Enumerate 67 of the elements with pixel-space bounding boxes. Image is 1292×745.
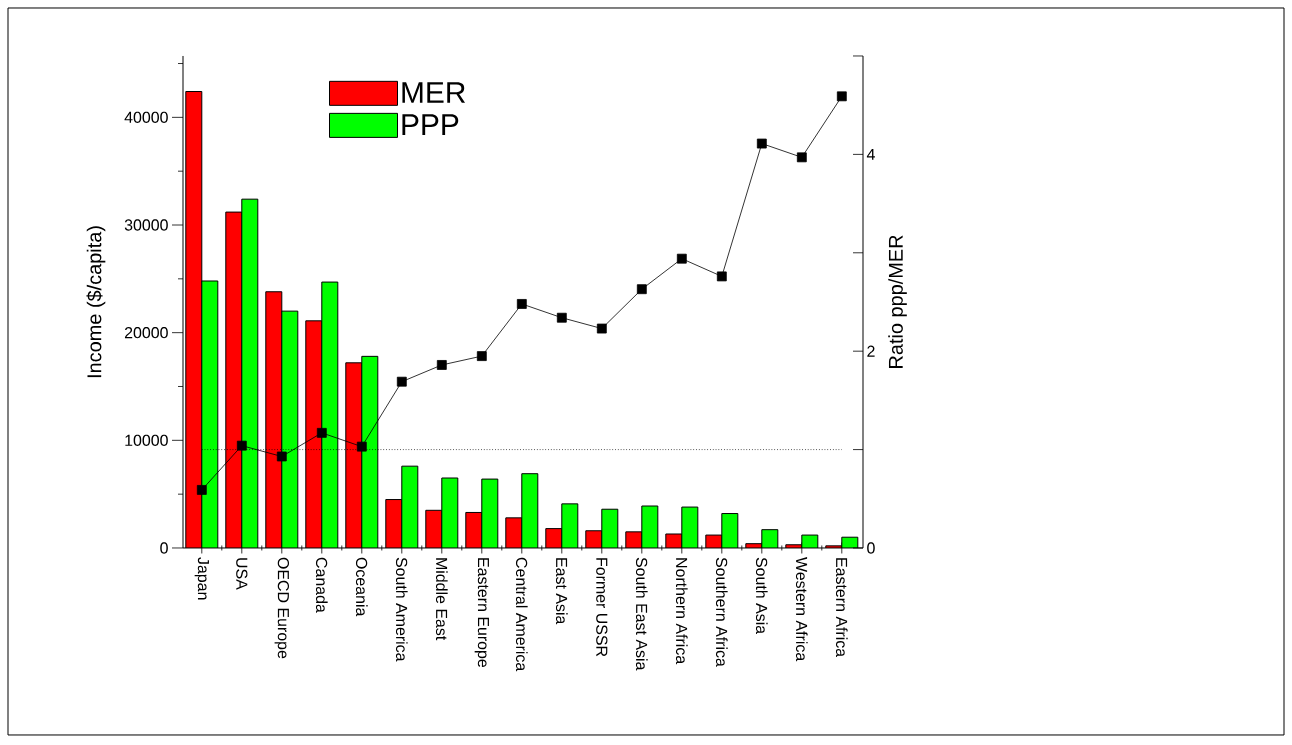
x-tick-label: Canada	[315, 557, 328, 613]
y-tick-label: 10000	[125, 434, 168, 446]
legend-label: PPP	[402, 114, 459, 135]
y2-tick-label: 2	[867, 345, 875, 357]
x-tick-label: East Asia	[555, 558, 568, 625]
point	[756, 138, 767, 149]
point	[796, 152, 807, 163]
y2-tick-label: 4	[866, 148, 875, 160]
point	[636, 284, 647, 295]
bar	[465, 512, 482, 548]
bar	[185, 91, 202, 548]
x-tick-label: Eastern Europe	[474, 558, 489, 668]
bar	[385, 499, 402, 548]
y-tick-label: 20000	[124, 327, 168, 339]
y-tick-label: 30000	[124, 219, 168, 231]
bar	[201, 280, 218, 548]
x-tick-label: Japan	[194, 557, 209, 600]
x-tick-label: South America	[395, 557, 408, 662]
bar	[521, 473, 538, 548]
y-tick-label: 0	[160, 542, 168, 554]
x-tick-label: Southern Africa	[715, 557, 728, 667]
bar	[401, 466, 418, 548]
y2-tick-label: 0	[867, 542, 875, 554]
y2-axis-title: Ratio ppp/MER	[888, 235, 907, 368]
bar	[361, 356, 378, 548]
x-tick-label: South East Asia	[635, 557, 648, 671]
bar	[321, 282, 338, 548]
bar	[505, 517, 522, 548]
x-tick-label: Former USSR	[596, 558, 608, 657]
point	[196, 485, 207, 495]
y-axis-title: Income ($/capita)	[86, 226, 106, 378]
x-tick-label: Western Africa	[795, 557, 808, 662]
bar	[561, 503, 578, 548]
point	[236, 440, 247, 451]
bar	[281, 311, 298, 548]
point	[836, 91, 847, 102]
x-tick-label: Northern Africa	[675, 558, 688, 665]
x-tick-label: Eastern Africa	[835, 558, 848, 658]
point	[396, 376, 407, 387]
bar	[241, 199, 258, 548]
point	[596, 323, 607, 334]
bar	[441, 478, 458, 548]
point	[316, 427, 327, 438]
point	[676, 253, 687, 264]
point	[476, 351, 487, 361]
x-tick-label: USA	[236, 558, 248, 590]
x-tick-label: Central America	[515, 557, 528, 672]
bar	[345, 362, 362, 548]
bar	[721, 513, 738, 548]
x-tick-label: OECD Europe	[274, 557, 290, 659]
point	[516, 299, 527, 309]
x-tick-label: South Asia	[755, 557, 768, 635]
bar	[481, 479, 498, 548]
point	[436, 360, 447, 370]
bar	[225, 212, 242, 548]
bar	[265, 291, 282, 548]
bar	[425, 510, 442, 548]
legend-label: MER	[402, 82, 466, 103]
y-tick-label: 40000	[124, 111, 168, 123]
bar	[601, 509, 618, 548]
point	[716, 271, 727, 282]
point	[356, 441, 367, 452]
point	[276, 451, 287, 462]
point	[556, 312, 567, 323]
x-tick-label: Middle East	[435, 558, 448, 641]
x-tick-label: Oceania	[355, 557, 368, 617]
bar	[305, 320, 322, 548]
